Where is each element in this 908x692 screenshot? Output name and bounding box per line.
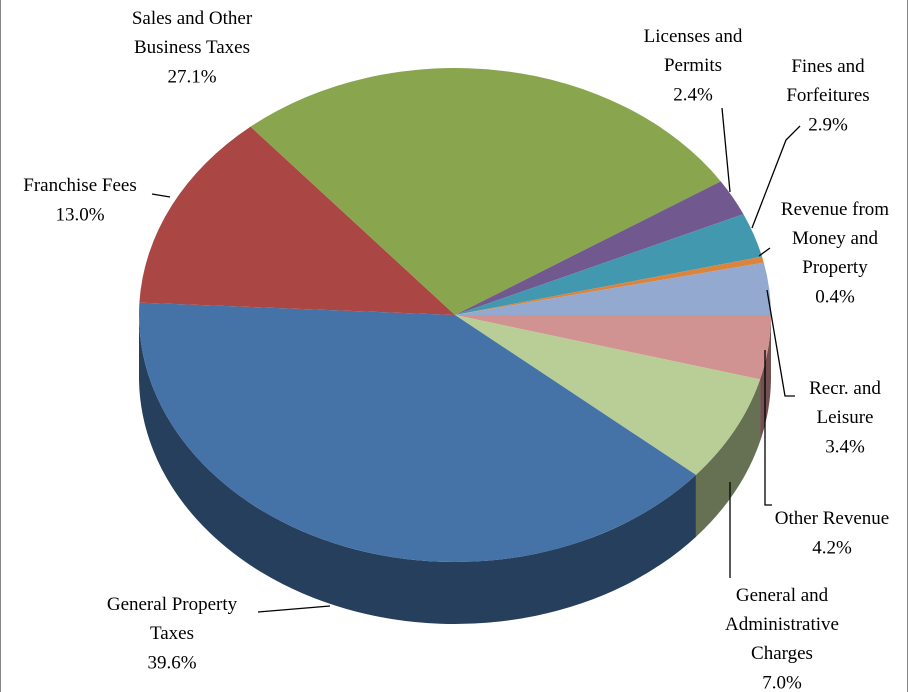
slice (455, 181, 744, 315)
leader-line (758, 247, 771, 257)
value-label: 0.4% (815, 286, 855, 307)
slice-label: Licenses and Permits (644, 26, 743, 76)
value-label: 2.4% (673, 84, 713, 105)
value-label: 27.1% (167, 66, 216, 87)
slice-label: Recr. and Leisure (809, 378, 881, 428)
slice-label: General Property Taxes (107, 594, 238, 644)
leader-line (257, 605, 331, 613)
slice-label: Franchise Fees (23, 175, 136, 196)
value-label: 7.0% (762, 672, 802, 692)
leader-line (751, 125, 801, 229)
slice (455, 315, 761, 475)
value-label: 4.2% (812, 537, 852, 558)
value-label: 39.6% (147, 652, 196, 673)
leader-line (766, 289, 795, 397)
leader-line (764, 350, 772, 506)
slice (138, 302, 696, 562)
slice (455, 262, 771, 315)
value-label: 13.0% (55, 204, 104, 225)
leader-line (151, 193, 171, 198)
value-label: 2.9% (808, 114, 848, 135)
slice-label: General and Administrative Charges (725, 585, 839, 664)
value-label: 3.4% (825, 436, 865, 457)
slice-label: Sales and Other Business Taxes (132, 8, 253, 58)
slice-side (695, 379, 761, 537)
slice (455, 315, 771, 380)
slice-label: Revenue from Money and Property (781, 199, 889, 278)
slice (455, 256, 764, 315)
slice-label: Other Revenue (775, 508, 889, 529)
slice-label: Fines and Forfeitures (786, 56, 869, 106)
slice (455, 214, 763, 315)
slice (250, 68, 721, 315)
slice-side (139, 315, 696, 625)
slice (139, 126, 456, 315)
leader-line (721, 107, 731, 193)
